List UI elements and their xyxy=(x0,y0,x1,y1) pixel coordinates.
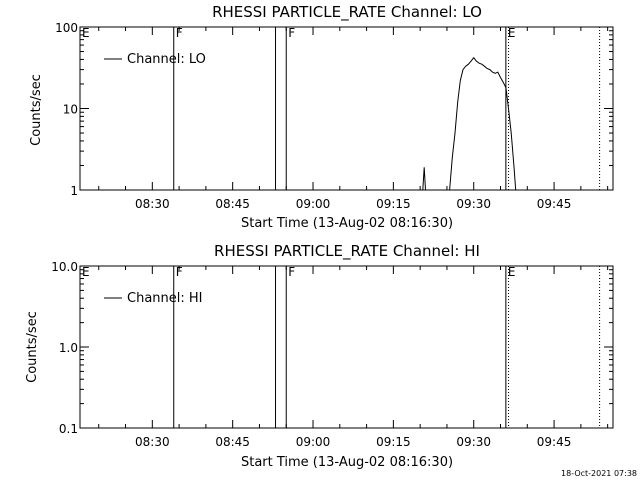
flag-label: F xyxy=(288,26,295,40)
series-line xyxy=(422,56,517,191)
x-tick-label: 09:30 xyxy=(456,197,491,211)
legend-entry: Channel: HI xyxy=(127,291,203,306)
x-tick-label: 09:00 xyxy=(296,435,331,449)
flag-label: F xyxy=(176,26,183,40)
flag-label: E xyxy=(508,265,516,279)
footer-timestamp: 18-Oct-2021 07:38 xyxy=(561,469,637,478)
chart-title: RHESSI PARTICLE_RATE Channel: HI xyxy=(214,242,480,261)
y-axis-label: Counts/sec xyxy=(29,74,44,146)
y-tick-label: 10 xyxy=(63,103,78,117)
flag-label: F xyxy=(176,265,183,279)
legend-entry: Channel: LO xyxy=(127,52,206,67)
flag-label: E xyxy=(508,26,516,40)
y-axis-label: Counts/sec xyxy=(25,311,40,383)
y-tick-label: 0.1 xyxy=(59,422,78,436)
x-ticks: 08:30 08:45 09:00 09:15 09:30 09:45 xyxy=(98,266,609,449)
y-tick-label: 10.0 xyxy=(51,260,78,274)
legend: Channel: HI xyxy=(104,291,203,306)
x-ticks: 08:30 08:45 09:00 09:15 09:30 09:45 xyxy=(98,27,609,211)
legend: Channel: LO xyxy=(104,52,206,67)
x-tick-label: 08:30 xyxy=(135,197,170,211)
x-tick-label: 08:45 xyxy=(215,435,250,449)
chart-panel-lo: RHESSI PARTICLE_RATE Channel: LO Counts/… xyxy=(29,3,614,231)
x-tick-label: 09:45 xyxy=(537,435,572,449)
x-tick-label: 09:30 xyxy=(456,435,491,449)
series-group xyxy=(422,56,517,191)
chart-title: RHESSI PARTICLE_RATE Channel: LO xyxy=(212,3,482,22)
x-tick-label: 08:30 xyxy=(135,435,170,449)
y-tick-label: 100 xyxy=(55,21,78,35)
y-tick-label: 1 xyxy=(70,184,78,198)
x-tick-label: 09:45 xyxy=(537,197,572,211)
y-tick-label: 1.0 xyxy=(59,341,78,355)
flag-label: E xyxy=(82,26,90,40)
x-tick-label: 09:15 xyxy=(376,197,411,211)
chart-panel-hi: RHESSI PARTICLE_RATE Channel: HI Counts/… xyxy=(25,242,614,470)
y-ticks: 0.1 1.0 10.0 xyxy=(51,260,613,436)
x-tick-label: 09:15 xyxy=(376,435,411,449)
flag-label: E xyxy=(82,265,90,279)
x-axis-label: Start Time (13-Aug-02 08:16:30) xyxy=(241,455,453,470)
x-axis-label: Start Time (13-Aug-02 08:16:30) xyxy=(241,216,453,231)
y-ticks: 1 10 100 xyxy=(55,21,613,198)
x-tick-label: 09:00 xyxy=(296,197,331,211)
flag-label: F xyxy=(288,265,295,279)
x-tick-label: 08:45 xyxy=(215,197,250,211)
